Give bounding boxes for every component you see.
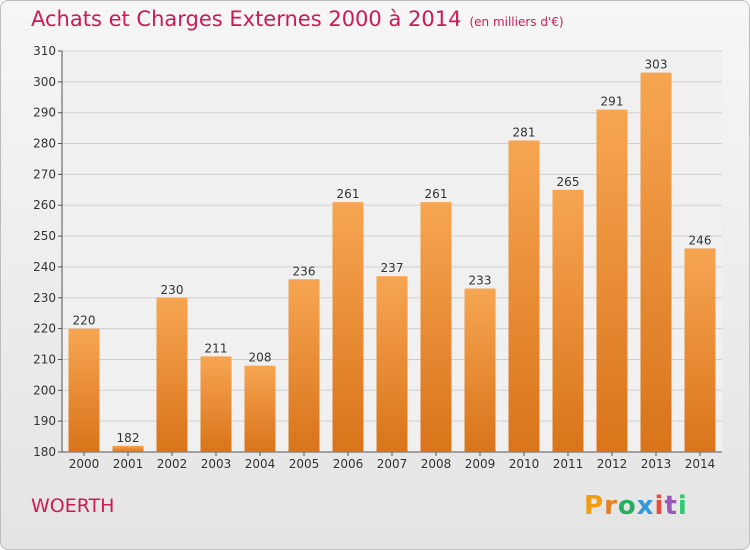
bar <box>464 288 496 452</box>
x-tick-label: 2009 <box>465 457 496 471</box>
y-tick-label: 180 <box>33 445 56 459</box>
y-tick-label: 200 <box>33 383 56 397</box>
bar-value-label: 182 <box>117 431 140 445</box>
bar-value-label: 261 <box>337 187 360 201</box>
x-tick-label: 2012 <box>597 457 628 471</box>
logo-letter: P <box>584 491 605 521</box>
bar <box>112 445 144 452</box>
bar <box>684 248 716 452</box>
bar-value-label: 303 <box>645 58 668 72</box>
bar <box>376 276 408 452</box>
y-tick-label: 220 <box>33 322 56 336</box>
bar-value-label: 230 <box>161 283 184 297</box>
bar-value-label: 208 <box>249 351 272 365</box>
bar-value-label: 220 <box>73 314 96 328</box>
y-tick-label: 250 <box>33 229 56 243</box>
x-tick-label: 2002 <box>157 457 188 471</box>
x-tick-label: 2011 <box>553 457 584 471</box>
y-tick-label: 240 <box>33 260 56 274</box>
logo-letter: i <box>654 491 665 521</box>
x-tick-label: 2001 <box>113 457 144 471</box>
logo-letter: x <box>636 491 655 521</box>
x-tick-label: 2008 <box>421 457 452 471</box>
bar <box>640 72 672 452</box>
x-tick-label: 2007 <box>377 457 408 471</box>
bar <box>244 365 276 452</box>
bar-value-label: 237 <box>381 261 404 275</box>
bar <box>596 109 628 452</box>
bar <box>552 189 584 453</box>
bar-value-label: 236 <box>293 264 316 278</box>
y-tick-label: 260 <box>33 198 56 212</box>
y-tick-label: 190 <box>33 414 56 428</box>
bar-value-label: 265 <box>557 175 580 189</box>
bar-value-label: 291 <box>601 95 624 109</box>
chart-subtitle: (en milliers d'€) <box>469 15 564 29</box>
x-tick-label: 2006 <box>333 457 364 471</box>
bar-value-label: 246 <box>689 233 712 247</box>
bar <box>332 202 364 452</box>
x-tick-label: 2005 <box>289 457 320 471</box>
bar <box>156 297 188 452</box>
y-tick-label: 310 <box>33 44 56 58</box>
y-tick-label: 230 <box>33 291 56 305</box>
logo-letter: t <box>664 491 678 521</box>
logo-letter: r <box>604 491 618 521</box>
chart-title: Achats et Charges Externes 2000 à 2014 <box>31 7 462 31</box>
label-layer: 180 190 200 210 220 230 240 250 260 270 280 290 300 3… <box>33 44 715 471</box>
x-tick-label: 2000 <box>69 457 100 471</box>
x-tick-label: 2003 <box>201 457 232 471</box>
bar-value-label: 211 <box>205 341 228 355</box>
x-tick-label: 2004 <box>245 457 276 471</box>
x-tick-label: 2013 <box>641 457 672 471</box>
bar <box>68 328 100 452</box>
location-label: WOERTH <box>31 495 115 517</box>
y-tick-label: 210 <box>33 352 56 366</box>
bar <box>288 279 320 452</box>
bar <box>200 356 232 452</box>
y-tick-label: 290 <box>33 106 56 120</box>
y-tick-label: 300 <box>33 75 56 89</box>
x-tick-label: 2010 <box>509 457 540 471</box>
bar-value-label: 233 <box>469 274 492 288</box>
bar-layer <box>68 72 716 453</box>
logo-letter: i <box>677 491 688 521</box>
y-tick-label: 270 <box>33 167 56 181</box>
bar-value-label: 261 <box>425 187 448 201</box>
proxiti-logo: Proxiti <box>584 491 688 521</box>
x-tick-label: 2014 <box>685 457 716 471</box>
logo-letter: o <box>617 491 637 521</box>
bar <box>508 140 540 452</box>
chart-title-row: Achats et Charges Externes 2000 à 2014 (e… <box>31 7 564 31</box>
bar-value-label: 281 <box>513 125 536 139</box>
bar <box>420 202 452 452</box>
y-tick-label: 280 <box>33 137 56 151</box>
